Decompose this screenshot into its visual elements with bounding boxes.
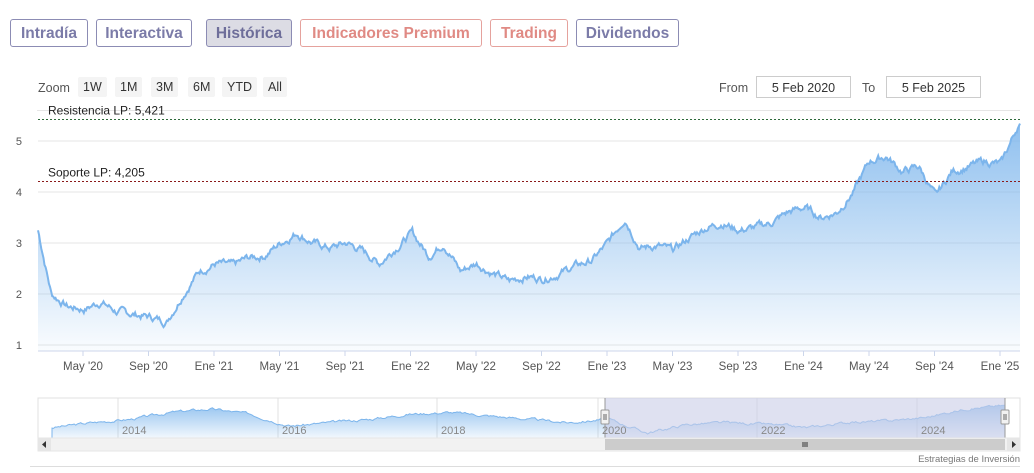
- x-tick-label: Sep '23: [719, 361, 758, 373]
- navigator-x-tick-label: 2024: [921, 425, 945, 437]
- zoom-ytd-button[interactable]: YTD: [222, 77, 257, 97]
- from-date-input[interactable]: 5 Feb 2020: [756, 76, 851, 98]
- tab-4[interactable]: Indicadores Premium: [300, 19, 482, 47]
- resistance-label: Resistencia LP: 5,421: [48, 104, 165, 118]
- zoom-1m-button[interactable]: 1M: [115, 77, 143, 97]
- navigator-x-axis: 2014 2016 2018 2020 2022 2024: [122, 425, 945, 437]
- x-tick-label: Sep '22: [522, 361, 561, 373]
- credits: Estrategias de Inversión: [918, 454, 1020, 465]
- to-label: To: [862, 81, 876, 95]
- range-selector: Zoom 1W 1M 3M 6M YTD All From 5 Feb 2020…: [0, 76, 1034, 100]
- zoom-label: Zoom: [38, 81, 70, 95]
- navigator-selection[interactable]: [605, 398, 1005, 438]
- y-tick-label: 5: [16, 136, 22, 148]
- x-tick-label: May '23: [653, 361, 693, 373]
- x-tick-label: Ene '24: [784, 361, 823, 373]
- x-tick-label: May '24: [849, 361, 890, 373]
- zoom-6m-button[interactable]: 6M: [188, 77, 216, 97]
- y-tick-label: 4: [16, 187, 22, 199]
- y-axis: 1 2 3 4 5: [16, 136, 22, 352]
- price-area: [38, 123, 1020, 351]
- navigator-scrollbar[interactable]: [37, 437, 1021, 452]
- tab-1[interactable]: Intradía: [10, 19, 88, 47]
- x-tick-label: Ene '23: [588, 361, 627, 373]
- x-tick-label: Ene '22: [391, 361, 430, 373]
- x-axis: May '20 Sep '20 Ene '21 May '21 Sep '21 Ene '…: [63, 351, 1019, 373]
- x-tick-label: May '20: [63, 361, 103, 373]
- x-tick-label: Sep '20: [129, 361, 168, 373]
- navigator-x-tick-label: 2022: [761, 425, 785, 437]
- bottom-border: [30, 466, 1020, 467]
- y-tick-label: 2: [16, 289, 22, 301]
- navigator[interactable]: 2014 2016 2018 2020 2022 2024: [0, 395, 1034, 455]
- navigator-right-handle[interactable]: [1000, 409, 1010, 425]
- y-tick-label: 3: [16, 238, 22, 250]
- zoom-3m-button[interactable]: 3M: [151, 77, 179, 97]
- x-tick-label: May '21: [260, 361, 300, 373]
- price-chart: 1 2 3 4 5 Resistencia LP: 5,421 Soporte LP: …: [16, 104, 1021, 373]
- zoom-all-button[interactable]: All: [263, 77, 287, 97]
- price-line: [37, 123, 1021, 329]
- chevron-right-icon: [1012, 441, 1016, 448]
- support-label: Soporte LP: 4,205: [48, 166, 145, 180]
- chevron-left-icon: [42, 441, 46, 448]
- chart-top-border: [37, 110, 1020, 111]
- navigator-x-tick-label: 2014: [122, 425, 146, 437]
- x-tick-label: Sep '21: [326, 361, 365, 373]
- to-date-input[interactable]: 5 Feb 2025: [886, 76, 981, 98]
- x-tick-label: May '22: [456, 361, 496, 373]
- navigator-left-handle[interactable]: [600, 409, 610, 425]
- x-tick-label: Ene '25: [981, 361, 1020, 373]
- navigator-x-tick-label: 2016: [282, 425, 306, 437]
- tab-2[interactable]: Interactiva: [96, 19, 192, 47]
- zoom-1w-button[interactable]: 1W: [78, 77, 107, 97]
- from-label: From: [719, 81, 749, 95]
- navigator-x-tick-label: 2020: [602, 425, 626, 437]
- tab-3[interactable]: Histórica: [206, 19, 292, 47]
- tab-5[interactable]: Trading: [490, 19, 568, 47]
- navigator-x-tick-label: 2018: [441, 425, 465, 437]
- x-tick-label: Sep '24: [915, 361, 954, 373]
- tab-6[interactable]: Dividendos: [576, 19, 679, 47]
- x-tick-label: Ene '21: [195, 361, 234, 373]
- y-tick-label: 1: [16, 340, 22, 352]
